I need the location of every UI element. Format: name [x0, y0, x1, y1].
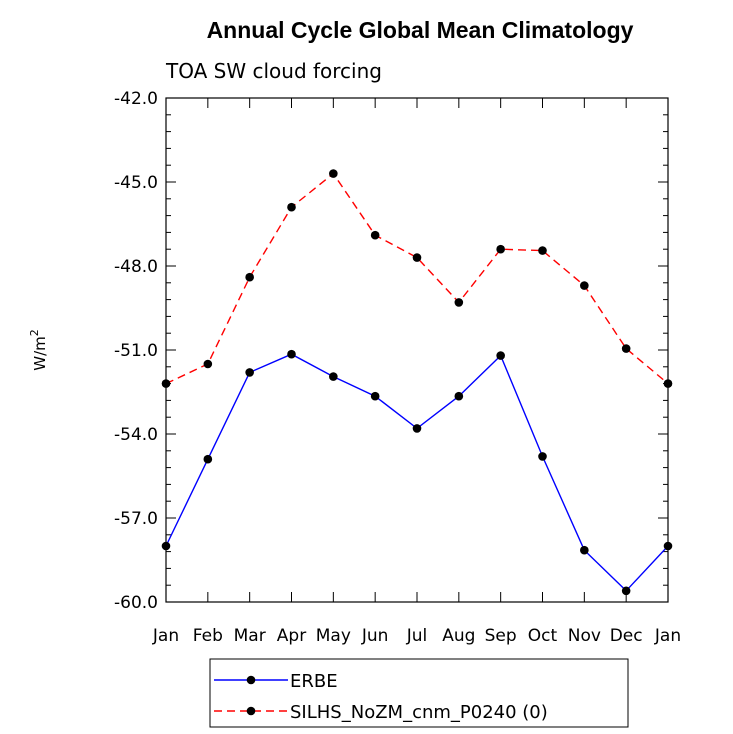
data-point: [580, 545, 589, 555]
data-point: [580, 281, 589, 290]
legend-marker: [246, 675, 256, 685]
data-point: [287, 202, 296, 212]
x-tick-label: Jan: [654, 626, 681, 646]
data-point: [454, 391, 464, 401]
data-point: [245, 272, 254, 282]
data-point: [203, 359, 213, 369]
legend-box: [209, 658, 629, 728]
data-point: [203, 454, 213, 464]
data-point: [412, 253, 422, 262]
y-axis-label: W/m2: [28, 329, 49, 371]
x-tick-label: Jan: [152, 626, 179, 646]
data-point: [329, 169, 338, 178]
y-tick-label: -48.0: [114, 257, 158, 277]
y-tick-label: -57.0: [114, 509, 158, 529]
chart-subtitle: TOA SW cloud forcing: [165, 59, 382, 83]
x-tick-label: Aug: [442, 626, 475, 646]
x-tick-label: Dec: [610, 626, 643, 646]
data-point: [538, 246, 547, 255]
x-tick-label: Oct: [528, 626, 558, 646]
data-point: [454, 298, 464, 307]
legend-label: ERBE: [290, 671, 338, 692]
x-tick-label: Feb: [193, 626, 223, 646]
data-point: [496, 244, 505, 254]
data-point: [412, 424, 422, 433]
x-tick-label: Sep: [485, 626, 517, 646]
data-point: [287, 349, 296, 359]
series-layer: [161, 169, 673, 596]
legend-marker: [246, 706, 256, 716]
x-axis: Jan Feb Mar Apr May Jun Jul Aug Sep Oct Nov Dec Jan: [152, 98, 681, 646]
data-point: [161, 379, 171, 388]
series-line: [165, 353, 669, 592]
x-tick-label: Jul: [406, 626, 428, 646]
x-tick-label: Nov: [568, 626, 601, 646]
plot-frame: [165, 97, 669, 603]
legend-label: SILHS_NoZM_cnm_P0240 (0): [290, 702, 548, 723]
x-tick-label: Apr: [277, 626, 306, 646]
y-axis: -60.0 -57.0 -54.0 -51.0 -48.0 -45.0 -42.0: [114, 89, 668, 613]
data-point: [370, 391, 380, 401]
data-point: [621, 586, 631, 596]
chart-title: Annual Cycle Global Mean Climatology: [207, 17, 634, 43]
data-point: [370, 230, 380, 240]
y-axis-label-superscript: 2: [28, 329, 41, 336]
y-tick-label: -51.0: [114, 341, 158, 361]
data-point: [329, 372, 338, 381]
data-point: [161, 541, 171, 551]
x-tick-label: Mar: [234, 626, 266, 646]
data-point: [496, 351, 505, 360]
data-point: [663, 379, 673, 388]
x-tick-label: Jun: [361, 626, 389, 646]
data-point: [663, 541, 673, 551]
legend: ERBE SILHS_NoZM_cnm_P0240 (0): [214, 671, 548, 723]
y-tick-label: -54.0: [114, 425, 158, 445]
y-tick-label: -45.0: [114, 173, 158, 193]
y-tick-label: -60.0: [114, 593, 158, 613]
y-axis-label-text: W/m: [31, 336, 49, 371]
data-point: [245, 368, 254, 377]
data-point: [538, 452, 547, 461]
y-tick-label: -42.0: [114, 89, 158, 109]
series-line: [165, 172, 669, 385]
x-tick-label: May: [316, 626, 351, 646]
data-point: [621, 344, 631, 353]
